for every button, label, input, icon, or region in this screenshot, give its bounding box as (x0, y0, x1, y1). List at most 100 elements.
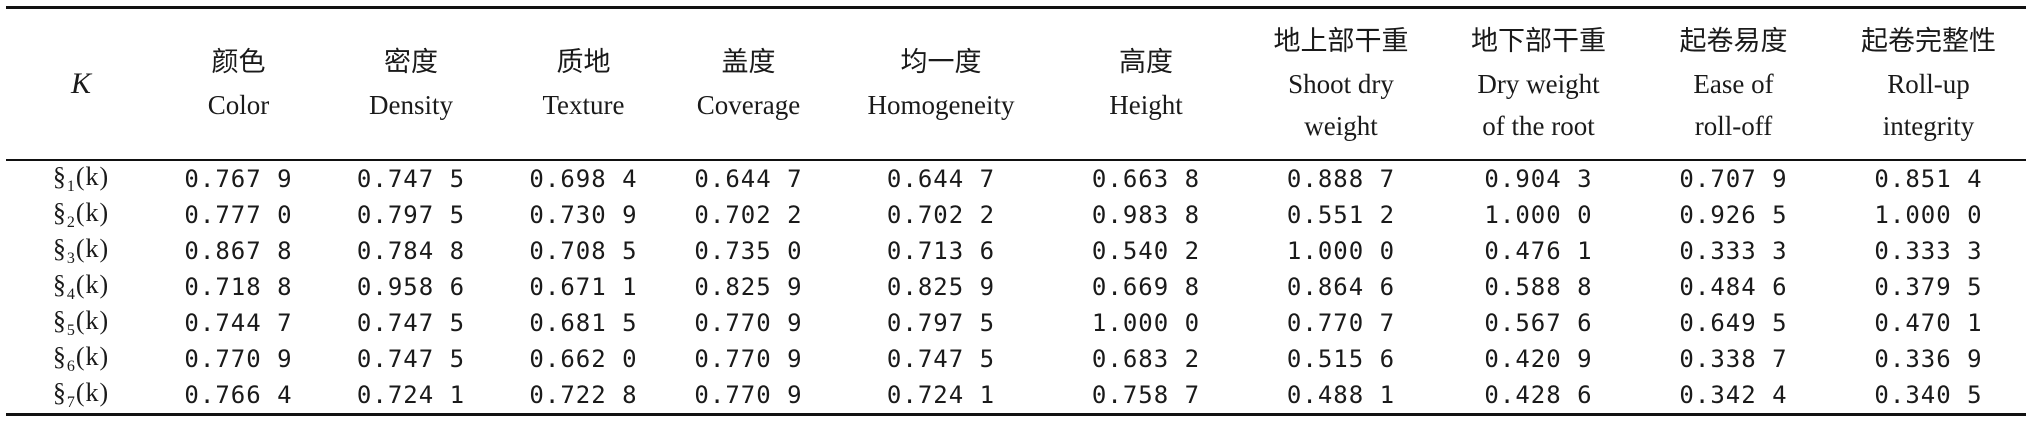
table-cell: 0.669 8 (1091, 273, 1201, 301)
table-cell: 0.713 6 (886, 237, 996, 265)
row-subscript: 3 (66, 250, 76, 268)
column-header-en: integrity (1882, 111, 1975, 141)
column-header-en: Homogeneity (867, 90, 1015, 120)
column-header-en: weight (1304, 111, 1378, 141)
table-cell: 1.000 0 (1874, 201, 1983, 229)
table-cell: 1.000 0 (1484, 201, 1593, 229)
column-header-zh: 颜色 (211, 47, 266, 78)
row-label: §4(k) (6, 269, 156, 305)
data-table-container: K 颜色 Color 密度 Density 质地 Texture 盖度 Coverage 均一度… (6, 6, 2026, 416)
table-cell: 0.766 4 (184, 381, 293, 409)
table-cell: 1.000 0 (1091, 309, 1201, 337)
table-cell: 0.825 9 (694, 273, 803, 301)
table-cell: 0.747 5 (356, 345, 466, 373)
table-cell: 0.770 9 (694, 381, 803, 409)
correlation-table: K 颜色 Color 密度 Density 质地 Texture 盖度 Coverage 均一度… (6, 6, 2026, 416)
table-cell: 0.904 3 (1484, 165, 1593, 193)
row-label: §1(k) (6, 160, 156, 197)
row-symbol: § (52, 377, 67, 407)
table-cell: 0.784 8 (356, 237, 466, 265)
table-cell: 0.758 7 (1091, 381, 1201, 409)
table-cell: 0.744 7 (184, 309, 293, 337)
table-cell: 0.864 6 (1286, 273, 1396, 301)
table-cell: 0.724 1 (886, 381, 996, 409)
column-header-zh: 地上部干重 (1273, 26, 1409, 57)
table-cell: 0.698 4 (529, 165, 638, 193)
column-header-zh: 地下部干重 (1471, 26, 1606, 57)
column-header-en: Shoot dry (1288, 69, 1394, 99)
table-cell: 0.735 0 (694, 237, 803, 265)
row-suffix: (k) (75, 305, 110, 335)
column-header-zh: 均一度 (900, 47, 982, 78)
table-cell: 0.702 2 (694, 201, 803, 229)
table-cell: 0.681 5 (529, 309, 638, 337)
table-row: §4(k) 0.718 8 0.958 6 0.671 1 0.825 9 0.825 9… (6, 269, 2026, 305)
k-header-label: K (70, 66, 91, 100)
column-header: 地上部干重 Shoot dry weight (1241, 8, 1441, 161)
table-cell: 0.671 1 (529, 273, 638, 301)
table-cell: 0.983 8 (1091, 201, 1201, 229)
column-header-en: Texture (542, 90, 625, 120)
column-header-zh: 高度 (1119, 47, 1173, 78)
table-cell: 0.926 5 (1679, 201, 1788, 229)
column-header-en: Roll-up (1887, 69, 1970, 99)
table-cell: 0.551 2 (1286, 201, 1396, 229)
table-cell: 0.777 0 (184, 201, 293, 229)
table-cell: 0.340 5 (1874, 381, 1983, 409)
row-subscript: 5 (66, 322, 76, 340)
table-cell: 0.747 5 (356, 165, 466, 193)
column-header-en: Height (1109, 90, 1183, 120)
column-header-en: Color (207, 90, 270, 120)
table-cell: 0.342 4 (1679, 381, 1788, 409)
row-label: §5(k) (6, 305, 156, 341)
table-cell: 0.724 1 (356, 381, 466, 409)
table-cell: 0.567 6 (1484, 309, 1593, 337)
k-column-header: K (6, 8, 156, 161)
row-symbol: § (52, 269, 67, 299)
row-subscript: 6 (66, 358, 76, 376)
table-body: §1(k) 0.767 9 0.747 5 0.698 4 0.644 7 0.644 7… (6, 160, 2026, 415)
table-cell: 0.747 5 (886, 345, 996, 373)
table-cell: 0.476 1 (1484, 237, 1593, 265)
column-header: 地下部干重 Dry weight of the root (1441, 8, 1636, 161)
table-cell: 0.470 1 (1874, 309, 1983, 337)
table-cell: 0.588 8 (1484, 273, 1593, 301)
column-header-en: roll-off (1694, 111, 1773, 141)
column-header: 盖度 Coverage (666, 8, 831, 161)
column-header-en: of the root (1482, 111, 1595, 141)
table-cell: 0.867 8 (184, 237, 293, 265)
table-cell: 0.851 4 (1874, 165, 1983, 193)
table-cell: 0.333 3 (1679, 237, 1788, 265)
row-subscript: 7 (66, 394, 76, 412)
table-cell: 0.515 6 (1286, 345, 1396, 373)
table-cell: 0.683 2 (1091, 345, 1201, 373)
column-header: 均一度 Homogeneity (831, 8, 1051, 161)
table-cell: 0.747 5 (356, 309, 466, 337)
table-cell: 0.338 7 (1679, 345, 1788, 373)
column-header-zh: 密度 (384, 47, 438, 78)
row-suffix: (k) (75, 161, 110, 191)
table-row: §5(k) 0.744 7 0.747 5 0.681 5 0.770 9 0.797 5… (6, 305, 2026, 341)
table-row: §1(k) 0.767 9 0.747 5 0.698 4 0.644 7 0.644 7… (6, 160, 2026, 197)
row-symbol: § (52, 161, 67, 191)
table-cell: 0.540 2 (1091, 237, 1201, 265)
row-label: §3(k) (6, 233, 156, 269)
column-header: 质地 Texture (501, 8, 666, 161)
table-cell: 0.722 8 (529, 381, 638, 409)
table-row: §6(k) 0.770 9 0.747 5 0.662 0 0.770 9 0.747 5… (6, 341, 2026, 377)
table-cell: 0.644 7 (694, 165, 803, 193)
column-header: 密度 Density (321, 8, 501, 161)
table-row: §2(k) 0.777 0 0.797 5 0.730 9 0.702 2 0.702 2… (6, 197, 2026, 233)
table-cell: 0.420 9 (1484, 345, 1593, 373)
row-subscript: 2 (66, 214, 76, 232)
column-header-zh: 盖度 (721, 47, 776, 78)
table-cell: 0.488 1 (1286, 381, 1396, 409)
column-header-en: Density (369, 90, 453, 120)
table-cell: 1.000 0 (1286, 237, 1396, 265)
table-cell: 0.662 0 (529, 345, 638, 373)
column-header-en: Ease of (1693, 69, 1774, 99)
table-cell: 0.336 9 (1874, 345, 1983, 373)
column-header: 颜色 Color (156, 8, 321, 161)
row-label: §7(k) (6, 377, 156, 415)
table-cell: 0.379 5 (1874, 273, 1983, 301)
